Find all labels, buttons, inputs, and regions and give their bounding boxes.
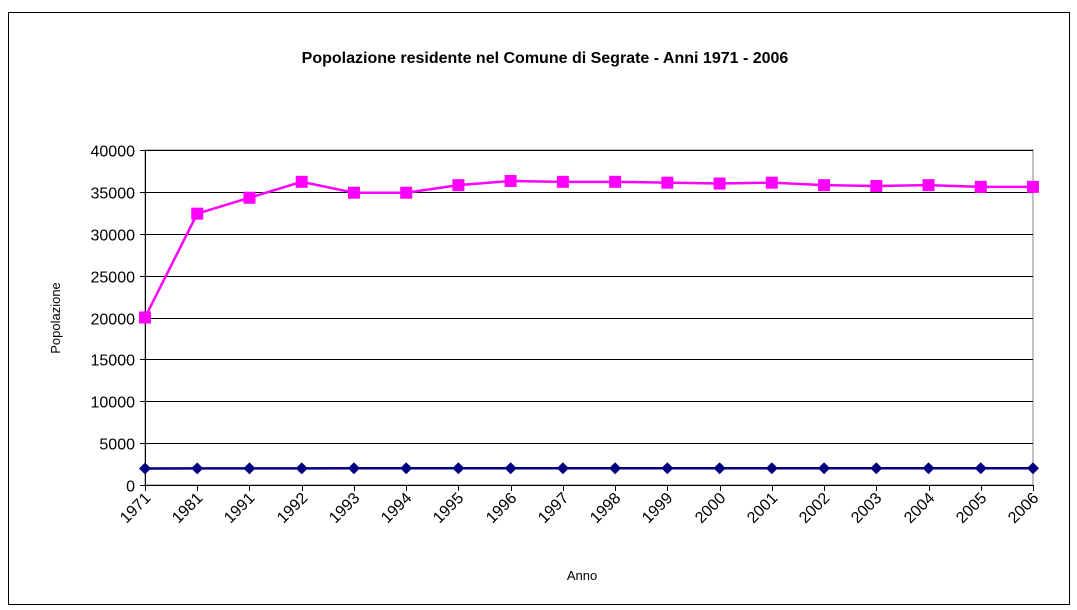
marker (243, 191, 256, 204)
marker (504, 174, 517, 187)
marker (713, 177, 726, 190)
marker (556, 175, 569, 188)
marker (609, 175, 622, 188)
plot-area (144, 149, 1034, 486)
marker (243, 462, 256, 475)
marker (400, 462, 413, 475)
y-axis-label: Popolazione (48, 282, 63, 354)
y-tick-label: 35000 (91, 186, 136, 203)
marker (609, 462, 622, 475)
x-axis-label: Anno (567, 568, 597, 583)
y-tick-label: 10000 (91, 395, 136, 412)
marker (139, 462, 151, 475)
marker (139, 311, 151, 324)
y-tick-label: 20000 (91, 312, 136, 329)
marker (191, 462, 204, 475)
marker (765, 462, 778, 475)
marker (347, 186, 360, 199)
y-tick-label: 15000 (91, 353, 136, 370)
series-line (143, 179, 1033, 319)
y-tick-label: 0 (126, 479, 135, 496)
marker (974, 180, 987, 193)
marker (295, 175, 308, 188)
marker (922, 179, 935, 192)
marker (870, 180, 883, 193)
marker (1027, 180, 1039, 193)
marker (765, 176, 778, 189)
marker (347, 462, 360, 475)
marker (870, 462, 883, 475)
marker (974, 462, 987, 475)
marker (818, 462, 831, 475)
y-tick-label: 5000 (99, 437, 135, 454)
y-tick-label: 40000 (91, 144, 136, 161)
marker (1027, 462, 1039, 475)
marker (191, 207, 204, 220)
y-tick-label: 25000 (91, 270, 136, 287)
chart-title: Popolazione residente nel Comune di Segr… (302, 50, 789, 67)
marker (661, 176, 674, 189)
marker (452, 179, 465, 192)
marker (556, 462, 569, 475)
marker (922, 462, 935, 475)
marker (452, 462, 465, 475)
marker (713, 462, 726, 475)
marker (400, 186, 413, 199)
marker (295, 462, 308, 475)
marker (661, 462, 674, 475)
marker (504, 462, 517, 475)
marker (818, 179, 831, 192)
y-tick-label: 30000 (91, 228, 136, 245)
